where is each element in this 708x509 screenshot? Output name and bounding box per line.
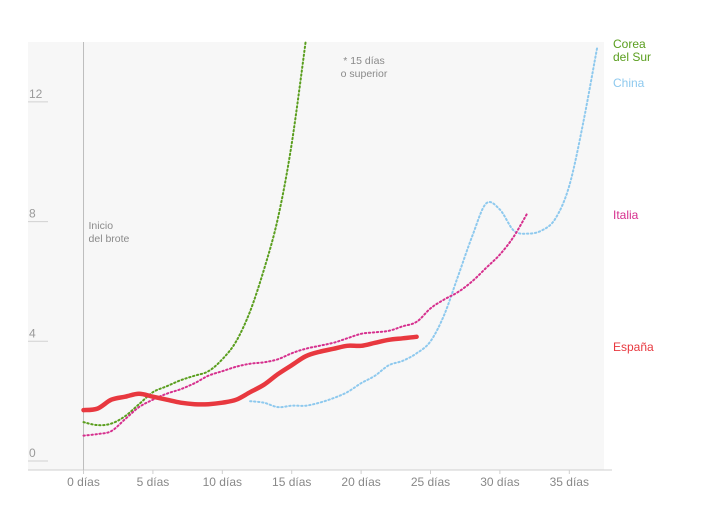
y-tick-label: 12 (29, 87, 43, 101)
x-tick-label: 25 días (411, 475, 450, 489)
series-line-china (249, 47, 599, 409)
x-tick-label: 20 días (341, 475, 380, 489)
note-label: * 15 días o superior (341, 55, 388, 80)
x-tick-label: 5 días (137, 475, 170, 489)
x-tick-label: 0 días (67, 475, 100, 489)
x-axis: 0 días 5 días 10 días 15 días 20 días 25 días… (28, 469, 612, 489)
series-lines (81, 41, 599, 437)
series-labels: Corea del Sur China Italia España (613, 37, 654, 354)
outbreak-label: Inicio del brote (89, 220, 130, 245)
annotations: Inicio del brote * 15 días o superior (83, 42, 388, 470)
y-tick-label: 0 (29, 446, 36, 460)
series-line-corea-del-sur (82, 41, 307, 427)
series-line-españa (81, 334, 419, 413)
plot-background (28, 42, 604, 470)
series-label-china: China (613, 76, 645, 90)
x-tick-label: 30 días (480, 475, 519, 489)
x-tick-label: 10 días (203, 475, 242, 489)
series-label-corea-del-sur: Corea del Sur (613, 37, 651, 64)
y-axis: 0 4 8 12 (28, 87, 48, 462)
series-label-italia: Italia (613, 208, 639, 222)
series-label-españa: España (613, 340, 654, 354)
x-tick-label: 15 días (272, 475, 311, 489)
y-tick-label: 4 (29, 326, 36, 340)
y-tick-label: 8 (29, 207, 36, 221)
x-tick-label: 35 días (550, 475, 589, 489)
